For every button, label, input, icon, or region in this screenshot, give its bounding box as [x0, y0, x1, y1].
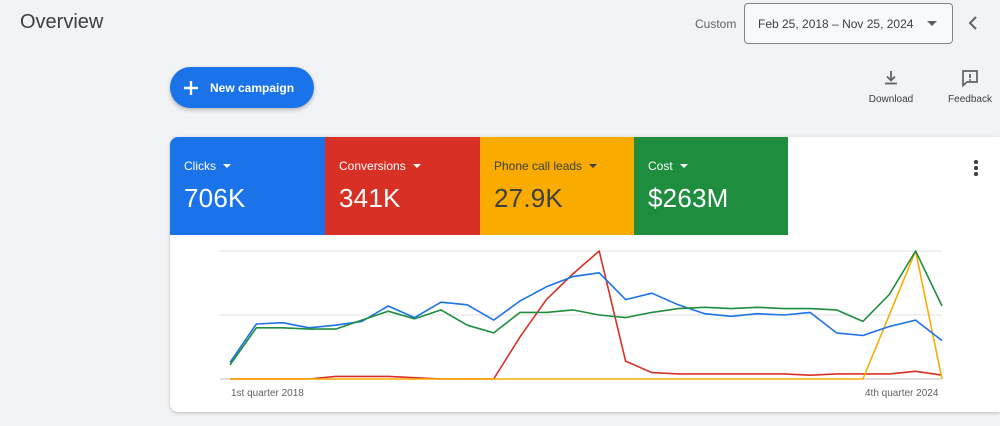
date-range-value: Feb 25, 2018 – Nov 25, 2024 — [758, 16, 914, 31]
metric-label: Phone call leads — [494, 159, 583, 173]
dropdown-caret-icon — [927, 21, 937, 26]
date-range-selector[interactable]: Feb 25, 2018 – Nov 25, 2024 — [744, 3, 953, 44]
metric-label: Clicks — [184, 159, 216, 173]
dropdown-caret-icon — [412, 164, 421, 168]
metric-phone-call-leads[interactable]: Phone call leads 27.9K — [480, 137, 635, 235]
performance-chart — [220, 250, 943, 380]
metric-clicks[interactable]: Clicks 706K — [170, 137, 325, 235]
new-campaign-label: New campaign — [210, 80, 295, 95]
dropdown-caret-icon — [223, 164, 231, 168]
series-line-clicks — [229, 271, 943, 363]
series-line-conversions — [230, 250, 943, 380]
performance-card: Clicks 706K Conversions 341K Phone call … — [170, 137, 1000, 412]
new-campaign-button[interactable]: New campaign — [170, 67, 314, 108]
dropdown-caret-icon — [589, 164, 598, 168]
metric-value: $263M — [648, 183, 729, 213]
metric-cost[interactable]: Cost $263M — [634, 137, 788, 235]
feedback-label: Feedback — [948, 94, 992, 105]
download-icon — [885, 71, 897, 85]
more-options-icon[interactable] — [968, 159, 984, 177]
dropdown-caret-icon — [679, 164, 688, 168]
chevron-left-icon[interactable] — [962, 12, 984, 34]
metric-value: 27.9K — [494, 183, 563, 213]
metric-label: Conversions — [339, 159, 406, 173]
metric-label: Cost — [648, 159, 673, 173]
series-line-cost — [229, 250, 943, 366]
feedback-icon — [962, 70, 978, 88]
date-range-type-label: Custom — [695, 17, 737, 31]
download-button[interactable]: Download — [865, 68, 917, 105]
x-axis-start-label: 1st quarter 2018 — [231, 388, 304, 399]
x-axis-end-label: 4th quarter 2024 — [865, 388, 939, 399]
metric-conversions[interactable]: Conversions 341K — [325, 137, 480, 235]
metric-value: 706K — [184, 183, 246, 213]
feedback-button[interactable]: Feedback — [944, 68, 996, 105]
plus-icon — [184, 80, 198, 95]
download-label: Download — [868, 94, 914, 105]
page-title: Overview — [20, 11, 104, 33]
metric-value: 341K — [339, 183, 401, 213]
series-line-phone-call-leads — [230, 250, 943, 380]
